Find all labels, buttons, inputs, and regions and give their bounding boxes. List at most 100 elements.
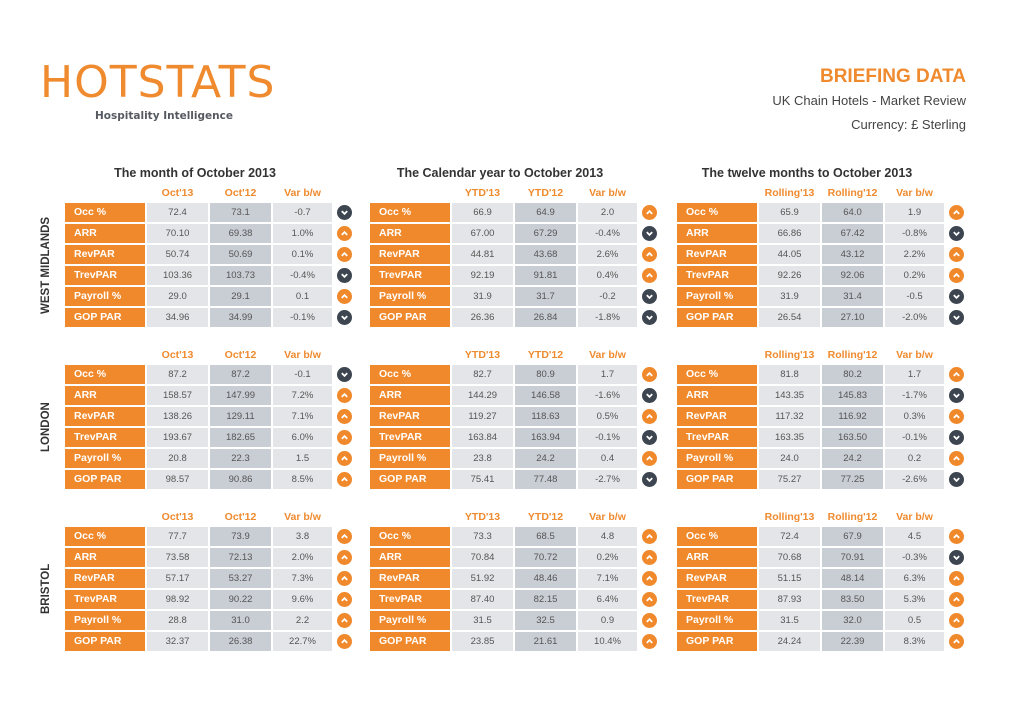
table-row: Payroll % 23.8 24.2 0.4: [370, 449, 660, 468]
prev-value: 32.0: [822, 611, 883, 630]
cur-value: 50.74: [147, 245, 208, 264]
metric-label: ARR: [677, 548, 757, 567]
column-header: YTD'13: [464, 187, 501, 199]
trend-up-icon: [337, 226, 352, 241]
cur-value: 31.5: [452, 611, 513, 630]
prev-value: 64.9: [515, 203, 576, 222]
prev-value: 24.2: [822, 449, 883, 468]
var-value: 0.1: [273, 287, 332, 306]
trend-up-icon: [642, 367, 657, 382]
trend-up-icon: [642, 247, 657, 262]
column-header: Var b/w: [896, 511, 933, 523]
var-value: 1.9: [885, 203, 944, 222]
prev-value: 80.2: [822, 365, 883, 384]
cur-value: 87.2: [147, 365, 208, 384]
var-value: 2.0%: [273, 548, 332, 567]
trend-up-icon: [642, 571, 657, 586]
cur-value: 73.3: [452, 527, 513, 546]
cur-value: 144.29: [452, 386, 513, 405]
metric-label: TrevPAR: [370, 266, 450, 285]
cur-value: 57.17: [147, 569, 208, 588]
prev-value: 82.15: [515, 590, 576, 609]
trend-up-icon: [949, 451, 964, 466]
metrics-table: Oct'13 Oct'12 Var b/w Occ % 72.4 73.1 -0.7 ARR 7…: [65, 187, 355, 332]
prev-value: 43.68: [515, 245, 576, 264]
metric-label: Payroll %: [677, 449, 757, 468]
metrics-table: Rolling'13 Rolling'12 Var b/w Occ % 65.9 64.0…: [677, 187, 967, 332]
table-row: Occ % 66.9 64.9 2.0: [370, 203, 660, 222]
table-row: Payroll % 31.9 31.4 -0.5: [677, 287, 967, 306]
logo-wordmark: HOTSTATS: [40, 57, 276, 108]
prev-value: 87.2: [210, 365, 271, 384]
metric-label: ARR: [370, 224, 450, 243]
var-value: 0.9: [578, 611, 637, 630]
cur-value: 98.57: [147, 470, 208, 489]
cur-value: 92.26: [759, 266, 820, 285]
var-value: 1.5: [273, 449, 332, 468]
var-value: 1.0%: [273, 224, 332, 243]
cur-value: 143.35: [759, 386, 820, 405]
cur-value: 31.9: [759, 287, 820, 306]
var-value: -0.1%: [273, 308, 332, 327]
var-value: 3.8: [273, 527, 332, 546]
var-value: -1.6%: [578, 386, 637, 405]
trend-down-icon: [642, 226, 657, 241]
table-row: TrevPAR 193.67 182.65 6.0%: [65, 428, 355, 447]
column-header: Var b/w: [896, 349, 933, 361]
trend-down-icon: [337, 367, 352, 382]
metric-label: RevPAR: [677, 569, 757, 588]
cur-value: 70.10: [147, 224, 208, 243]
prev-value: 163.50: [822, 428, 883, 447]
var-value: 10.4%: [578, 632, 637, 651]
page-title: BRIEFING DATA: [819, 66, 966, 87]
prev-value: 118.63: [515, 407, 576, 426]
column-header: Oct'12: [224, 187, 257, 199]
trend-up-icon: [337, 634, 352, 649]
table-row: GOP PAR 75.41 77.48 -2.7%: [370, 470, 660, 489]
trend-down-icon: [949, 388, 964, 403]
table-row: TrevPAR 163.35 163.50 -0.1%: [677, 428, 967, 447]
table-row: TrevPAR 92.26 92.06 0.2%: [677, 266, 967, 285]
trend-up-icon: [337, 472, 352, 487]
metric-label: ARR: [677, 224, 757, 243]
table-row: ARR 67.00 67.29 -0.4%: [370, 224, 660, 243]
var-value: -0.1%: [578, 428, 637, 447]
column-header: Rolling'13: [764, 511, 815, 523]
cur-value: 26.54: [759, 308, 820, 327]
cur-value: 72.4: [759, 527, 820, 546]
column-header: Rolling'12: [827, 187, 878, 199]
metric-label: TrevPAR: [370, 428, 450, 447]
var-value: 8.3%: [885, 632, 944, 651]
column-header: Var b/w: [589, 511, 626, 523]
var-value: -2.7%: [578, 470, 637, 489]
trend-up-icon: [949, 592, 964, 607]
trend-down-icon: [642, 430, 657, 445]
trend-up-icon: [642, 592, 657, 607]
prev-value: 67.9: [822, 527, 883, 546]
var-value: 0.4: [578, 449, 637, 468]
table-row: TrevPAR 92.19 91.81 0.4%: [370, 266, 660, 285]
column-header: Oct'12: [224, 349, 257, 361]
cur-value: 82.7: [452, 365, 513, 384]
trend-down-icon: [949, 472, 964, 487]
trend-up-icon: [337, 388, 352, 403]
table-row: GOP PAR 34.96 34.99 -0.1%: [65, 308, 355, 327]
hotstats-logo: HOTSTATS Hospitality Intelligence: [40, 57, 276, 123]
var-value: -0.4%: [273, 266, 332, 285]
metric-label: RevPAR: [370, 245, 450, 264]
metric-label: Occ %: [677, 527, 757, 546]
metric-label: RevPAR: [677, 245, 757, 264]
column-header: YTD'12: [527, 511, 564, 523]
cur-value: 98.92: [147, 590, 208, 609]
trend-up-icon: [949, 205, 964, 220]
cur-value: 23.85: [452, 632, 513, 651]
var-value: 2.2: [273, 611, 332, 630]
table-row: RevPAR 119.27 118.63 0.5%: [370, 407, 660, 426]
var-value: -1.7%: [885, 386, 944, 405]
table-row: TrevPAR 163.84 163.94 -0.1%: [370, 428, 660, 447]
var-value: -0.2: [578, 287, 637, 306]
metrics-table: Oct'13 Oct'12 Var b/w Occ % 87.2 87.2 -0.1 ARR 1…: [65, 349, 355, 494]
table-row: Payroll % 31.5 32.0 0.5: [677, 611, 967, 630]
prev-value: 163.94: [515, 428, 576, 447]
